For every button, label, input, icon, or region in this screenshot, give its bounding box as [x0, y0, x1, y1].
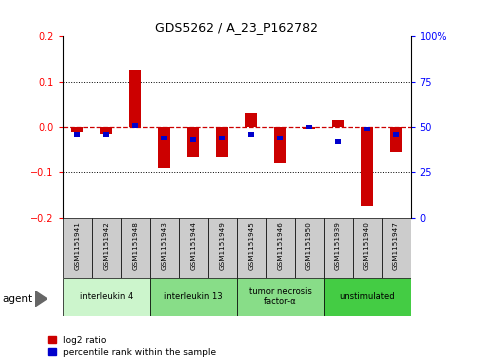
Bar: [219, 136, 226, 140]
Bar: [274, 127, 286, 163]
Bar: [277, 136, 284, 140]
Bar: [364, 127, 370, 131]
Bar: [158, 127, 170, 168]
Bar: [324, 278, 411, 316]
Bar: [150, 218, 179, 278]
Text: GSM1151946: GSM1151946: [277, 221, 283, 270]
Bar: [306, 125, 313, 129]
Bar: [63, 218, 92, 278]
Text: GSM1151945: GSM1151945: [248, 221, 254, 270]
Bar: [190, 138, 197, 142]
Text: interleukin 13: interleukin 13: [164, 292, 223, 301]
Bar: [335, 139, 341, 144]
Bar: [216, 127, 228, 156]
Bar: [92, 218, 121, 278]
Bar: [161, 136, 168, 140]
Text: GSM1151939: GSM1151939: [335, 221, 341, 270]
Bar: [353, 218, 382, 278]
Bar: [245, 113, 257, 127]
Bar: [295, 218, 324, 278]
Bar: [390, 127, 402, 152]
Bar: [132, 123, 139, 127]
Title: GDS5262 / A_23_P162782: GDS5262 / A_23_P162782: [155, 21, 318, 34]
Bar: [150, 278, 237, 316]
Bar: [248, 132, 255, 136]
Polygon shape: [35, 291, 47, 307]
Text: GSM1151941: GSM1151941: [74, 221, 80, 270]
Bar: [237, 278, 324, 316]
Bar: [121, 218, 150, 278]
Bar: [208, 218, 237, 278]
Bar: [63, 278, 150, 316]
Bar: [129, 70, 141, 127]
Text: GSM1151950: GSM1151950: [306, 221, 312, 270]
Bar: [74, 132, 81, 136]
Bar: [393, 132, 399, 136]
Bar: [237, 218, 266, 278]
Text: agent: agent: [2, 294, 32, 304]
Bar: [179, 218, 208, 278]
Text: GSM1151942: GSM1151942: [103, 221, 109, 270]
Bar: [187, 127, 199, 156]
Bar: [71, 127, 83, 132]
Bar: [266, 218, 295, 278]
Text: GSM1151943: GSM1151943: [161, 221, 167, 270]
Text: interleukin 4: interleukin 4: [80, 292, 133, 301]
Bar: [324, 218, 353, 278]
Text: GSM1151948: GSM1151948: [132, 221, 138, 270]
Text: GSM1151944: GSM1151944: [190, 221, 196, 270]
Bar: [303, 127, 315, 129]
Text: GSM1151947: GSM1151947: [393, 221, 399, 270]
Bar: [332, 120, 344, 127]
Text: GSM1151949: GSM1151949: [219, 221, 225, 270]
Bar: [361, 127, 373, 207]
Text: unstimulated: unstimulated: [339, 292, 395, 301]
Bar: [382, 218, 411, 278]
Legend: log2 ratio, percentile rank within the sample: log2 ratio, percentile rank within the s…: [48, 336, 216, 357]
Bar: [100, 127, 112, 134]
Text: GSM1151940: GSM1151940: [364, 221, 370, 270]
Bar: [103, 132, 110, 136]
Text: tumor necrosis
factor-α: tumor necrosis factor-α: [249, 287, 312, 306]
